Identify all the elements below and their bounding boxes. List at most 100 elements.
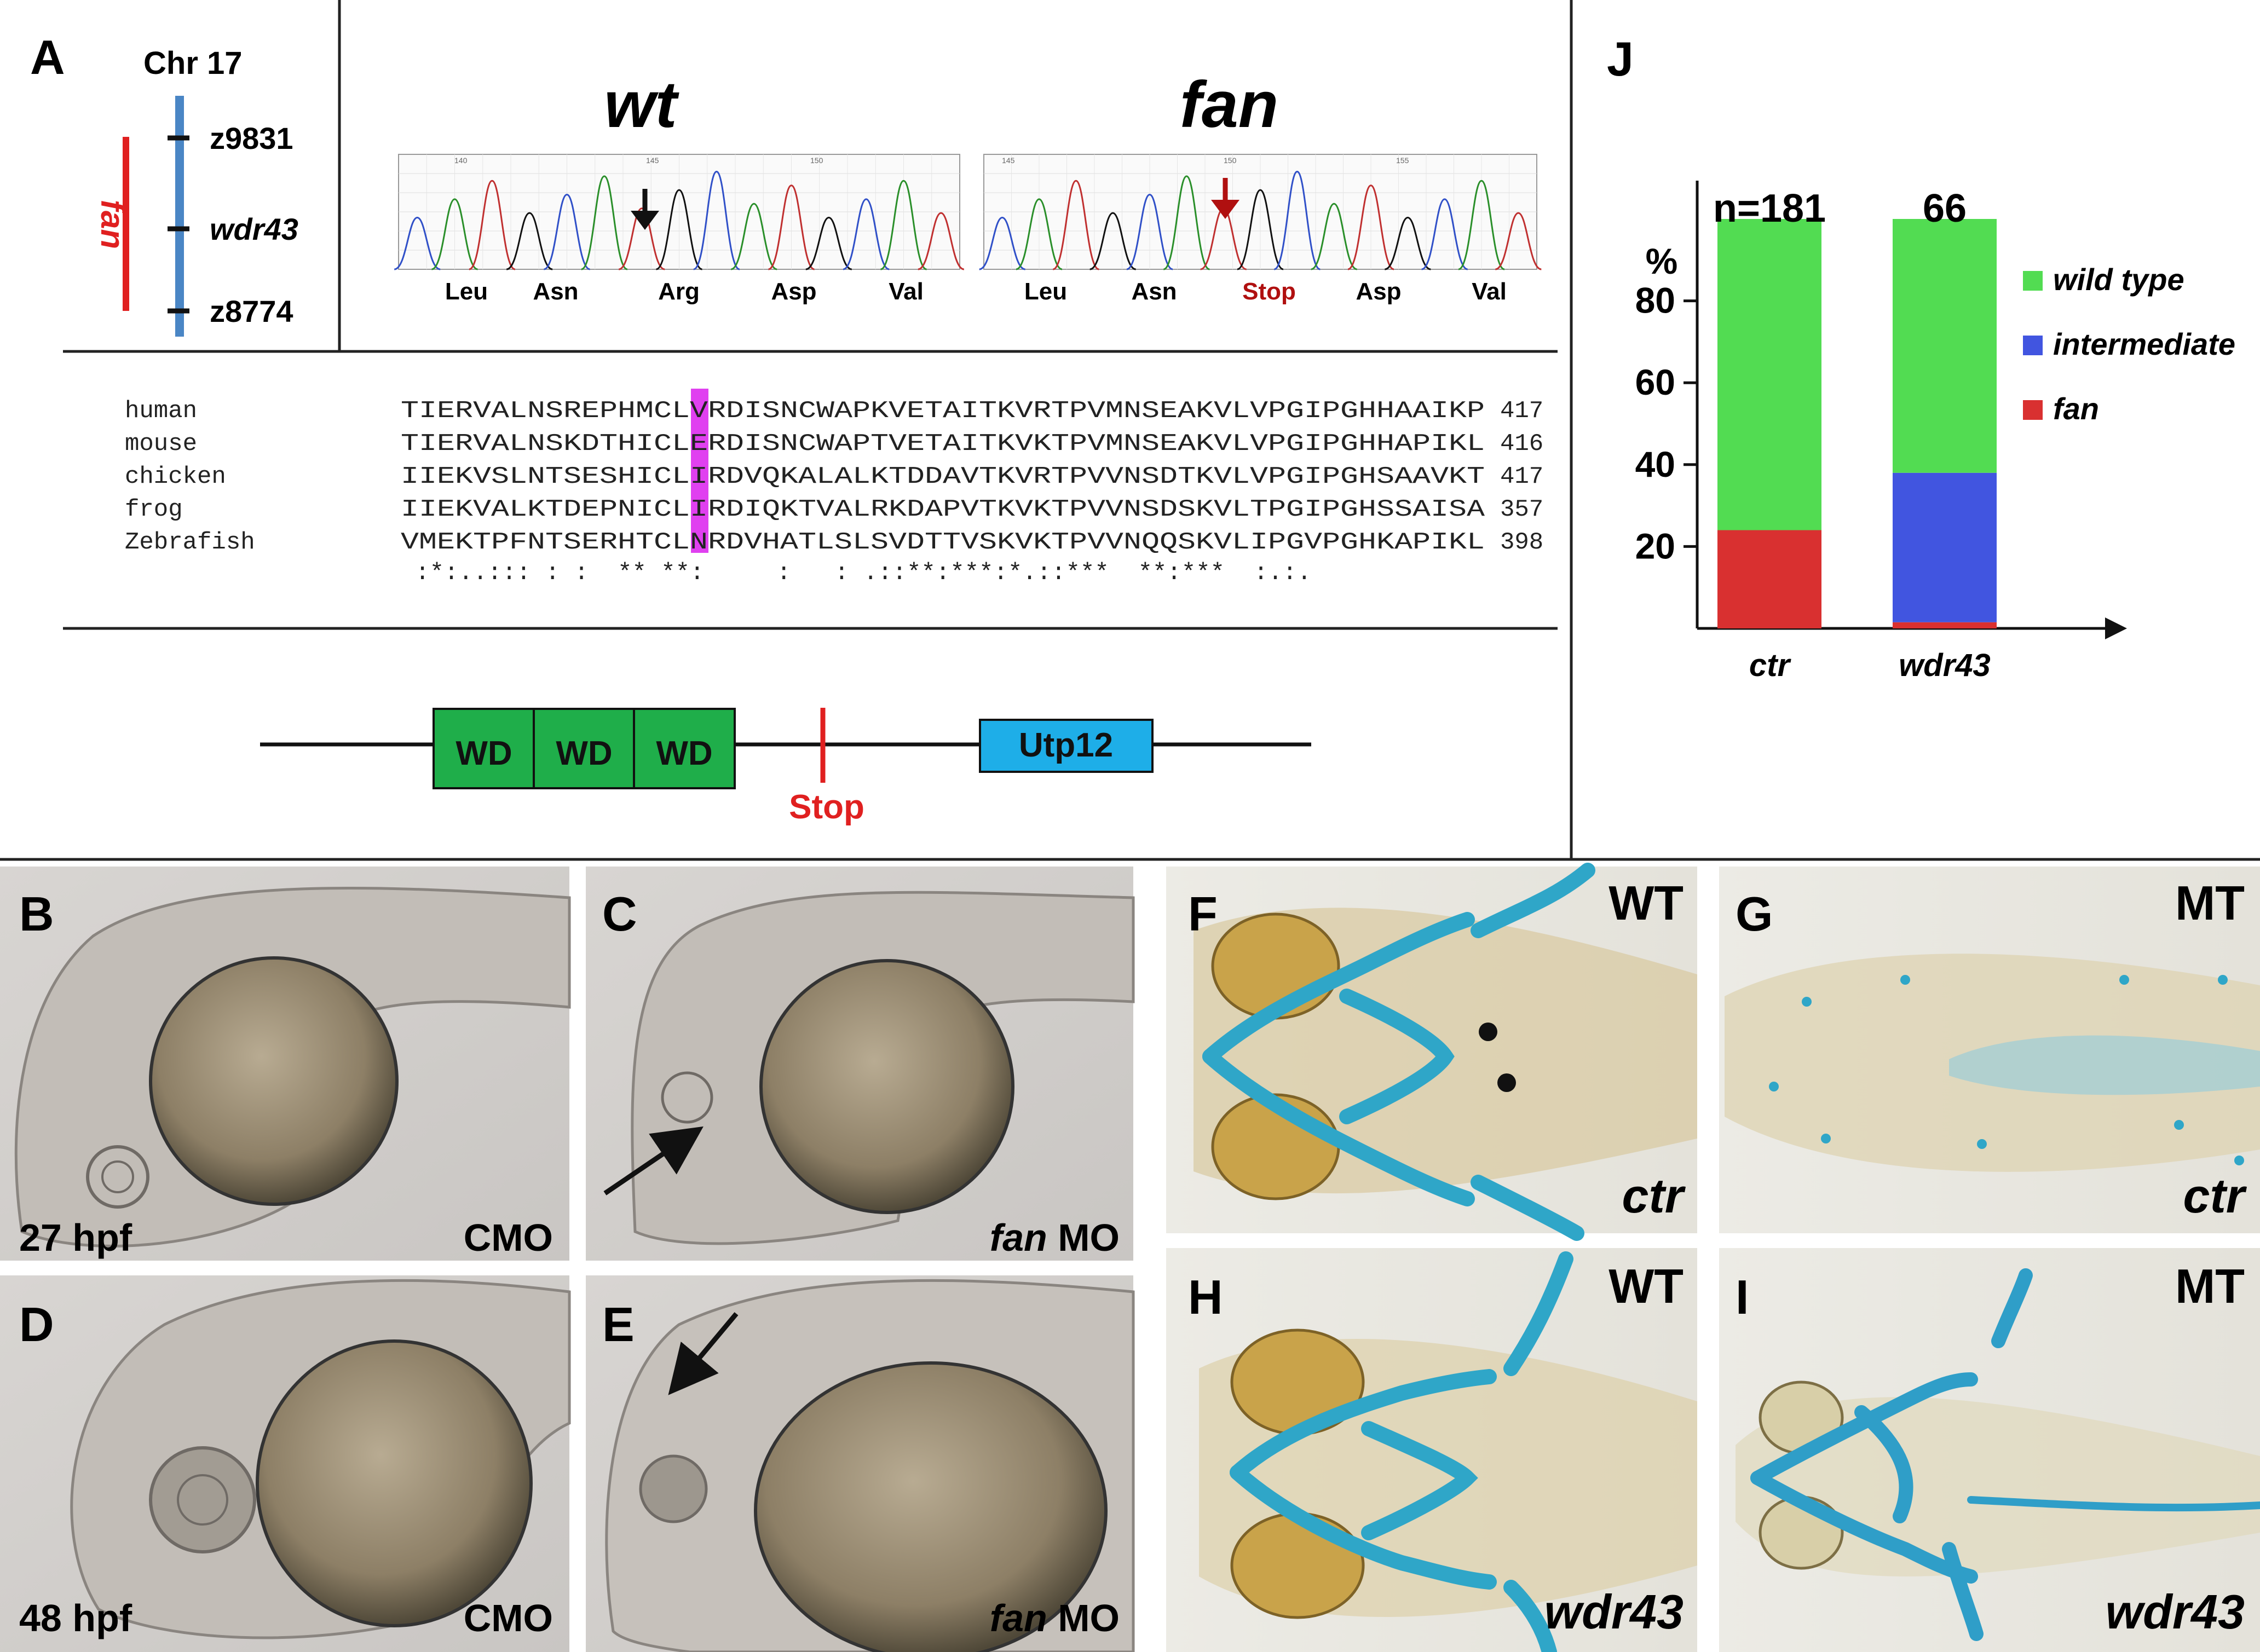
bar-segment-fan <box>1717 530 1821 628</box>
chromosome-bar <box>175 96 184 337</box>
cartilage-stain <box>1230 1251 1573 1652</box>
trace-peak <box>979 216 1026 270</box>
wd-domain-block <box>433 708 736 789</box>
yolk-sac <box>759 959 1014 1214</box>
trace-peak <box>506 212 553 270</box>
codon-label: Leu <box>445 278 488 305</box>
trace-peak <box>1347 184 1394 270</box>
marker-z8774: z8774 <box>210 294 293 328</box>
wt-codon-row: Leu Asn Arg Asp Val <box>445 278 924 305</box>
time-label: 27 hpf <box>19 1216 132 1259</box>
residue-number: 416 <box>1500 430 1543 458</box>
treatment-label: ctr <box>1622 1169 1686 1223</box>
condition-rest: MO <box>1058 1216 1120 1259</box>
utp12-domain-block <box>979 719 1154 773</box>
chromosome-label: Chr 17 <box>143 45 243 81</box>
legend-swatch <box>2023 271 2043 291</box>
y-axis-label: % <box>1646 241 1678 281</box>
conserved-residue-highlight <box>691 389 708 553</box>
trace-peak <box>1089 212 1137 270</box>
eye <box>639 1454 708 1523</box>
panel-a-chromatograms: wt fan 140 145 150 145 150 155 <box>394 68 1542 305</box>
residue-number: 357 <box>1500 496 1543 523</box>
genotype-label: MT <box>2175 1259 2245 1313</box>
wd-domain-label: WD <box>456 735 512 772</box>
panel-dividers <box>0 0 2260 861</box>
trace-peak <box>1458 180 1505 270</box>
conserved-residue: R <box>708 397 726 425</box>
condition-italic: fan <box>990 1597 1047 1639</box>
sequence-before: IIEKVALKTDEPNICLI <box>401 496 708 523</box>
condition-italic: fan <box>990 1216 1047 1259</box>
trace-peak <box>1126 193 1173 270</box>
residue-number: 398 <box>1500 529 1543 556</box>
cartilage-stain <box>1949 1035 2260 1095</box>
arrow-icon <box>668 1312 739 1395</box>
codon-label: Val <box>889 278 924 305</box>
fan-trace: 145 150 155 <box>979 154 1542 270</box>
treatment-label: wdr43 <box>1544 1585 1684 1639</box>
panel-label-a: A <box>30 30 65 84</box>
bar-segment-intermediate <box>1893 472 1997 622</box>
sequence-after: DVHATLSLSVDTTVSKVKTPVVNQQSKVLIPGVPGHKAPI… <box>726 529 1485 556</box>
trace-peak <box>730 203 777 270</box>
conserved-residue: R <box>708 463 726 490</box>
trace-peak <box>1016 198 1063 270</box>
panel-e: E fan MO <box>586 1275 1135 1652</box>
sequence-after: DIQKTVALRKDAPVTKVKTPVVNSDSKVLTPGIPGHSSAI… <box>726 496 1485 523</box>
trace-peak <box>581 175 628 270</box>
y-tick-label: 60 <box>1635 362 1675 402</box>
trace-tick-number: 145 <box>1002 156 1015 165</box>
cartilage-stain <box>1202 863 1595 1241</box>
fan-interval-bar <box>123 137 129 311</box>
legend-swatch <box>2023 400 2043 420</box>
genotype-label: WT <box>1608 1259 1684 1313</box>
yolk-sac <box>754 1361 1108 1652</box>
panel-c: C fan MO <box>586 867 1135 1261</box>
yolk-sac <box>149 956 399 1206</box>
trace-tick-number: 140 <box>454 156 468 165</box>
condition-label: fan MO <box>990 1216 1120 1259</box>
time-label: 48 hpf <box>19 1597 132 1639</box>
trace-peak <box>805 216 852 270</box>
trace-peak <box>469 180 516 270</box>
panel-j-chart: J % 20 40 60 80 ctr n=181 wdr43 66 wild type inter… <box>1607 32 2235 683</box>
codon-label: Asn <box>1131 278 1177 305</box>
category-label: wdr43 <box>1899 648 1991 683</box>
sequence-row: IIEKVALKTDEPNICLI R DIQKTVALRKDAPVTKVKTPVV… <box>401 496 1485 523</box>
consensus-row: :*:..::: : : ** **: : : .::**:***:*.::**… <box>401 559 1311 587</box>
trace-peak <box>1163 175 1210 270</box>
codon-label: Asp <box>771 278 816 305</box>
panel-label-g: G <box>1736 887 1773 941</box>
panel-g: G MT ctr <box>1719 867 2260 1233</box>
treatment-label: ctr <box>2183 1169 2247 1223</box>
legend-label: intermediate <box>2053 327 2235 361</box>
panel-label-c: C <box>602 887 637 941</box>
residue-number: 417 <box>1500 397 1543 425</box>
panel-label-e: E <box>602 1297 635 1351</box>
panel-label-f: F <box>1188 887 1218 941</box>
treatment-label: wdr43 <box>2106 1585 2245 1639</box>
trace-tick-number: 150 <box>1224 156 1237 165</box>
trace-peak <box>1052 180 1099 270</box>
legend-swatch <box>2023 336 2043 355</box>
panel-f: F WT ctr <box>1166 863 1697 1241</box>
arrow-down-icon <box>631 189 659 230</box>
sequence-after: DISNCWAPKVETAITKVRTPVMNSEAKVLVPGIPGHHAAI… <box>726 397 1485 425</box>
sequence-before: TIERVALNSKDTHICLE <box>401 430 708 458</box>
sequence-row: VMEKTPFNTSERHTCLN R DVHATLSLSVDTTVSKVKTPVV… <box>401 529 1485 556</box>
panel-b: B 27 hpf CMO <box>0 867 571 1261</box>
codon-label: Leu <box>1024 278 1067 305</box>
arrow-down-red-icon <box>1211 178 1239 219</box>
species-name: mouse <box>125 430 197 458</box>
condition-label: CMO <box>464 1216 553 1259</box>
trace-peak <box>1495 212 1542 270</box>
species-name: Zebrafish <box>125 529 255 556</box>
legend-label: fan <box>2053 391 2099 426</box>
panel-label-h: H <box>1188 1270 1223 1324</box>
legend-label: wild type <box>2053 262 2184 297</box>
panel-i: I MT wdr43 <box>1719 1248 2260 1652</box>
eye <box>661 1071 713 1124</box>
residue-number: 417 <box>1500 463 1543 490</box>
